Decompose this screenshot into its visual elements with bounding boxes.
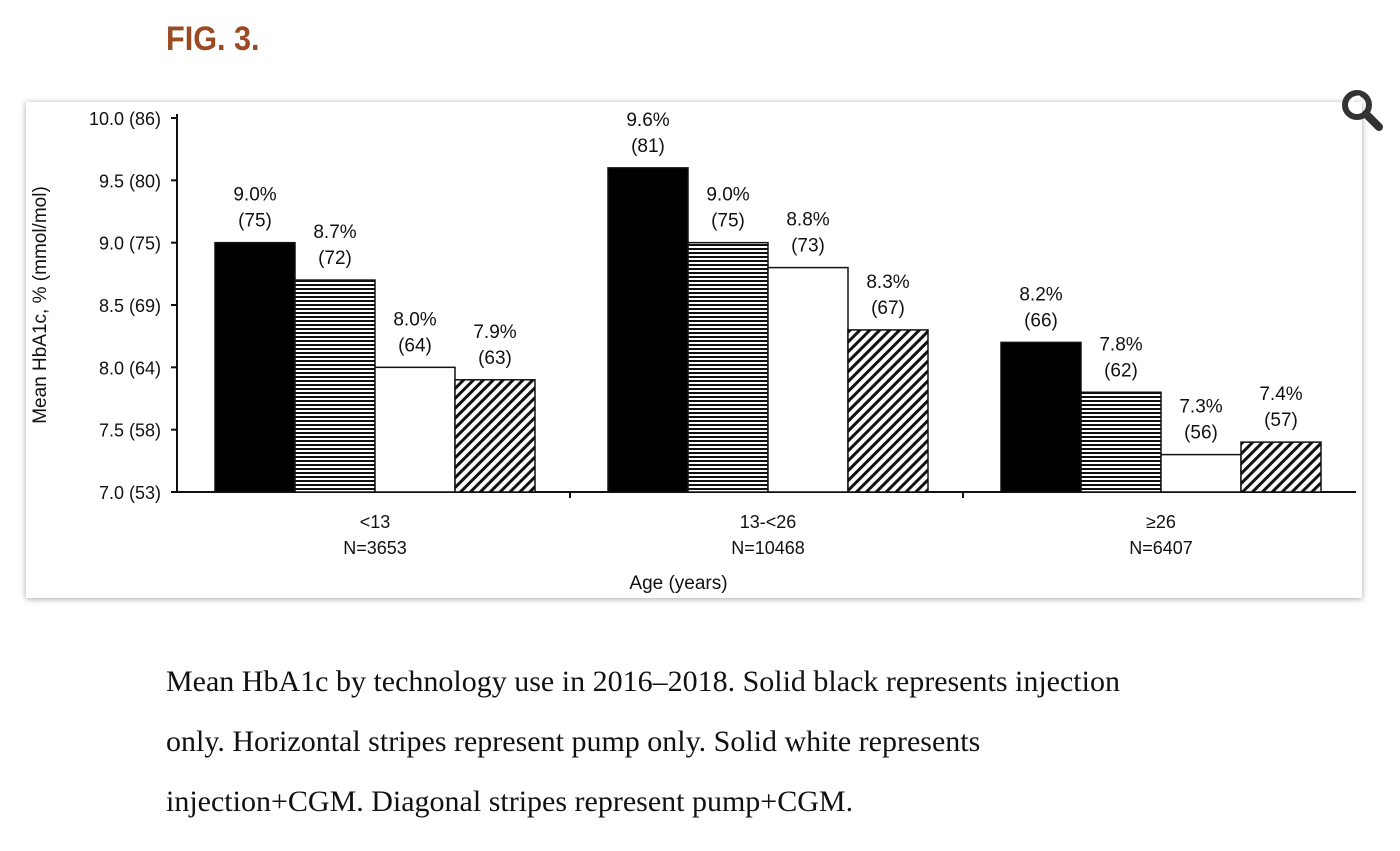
y-tick-label: 7.5 (58) — [99, 421, 161, 441]
data-label-percent: 8.7% — [313, 222, 356, 243]
x-tick-label-n: N=10468 — [731, 538, 805, 558]
bar — [1080, 391, 1162, 493]
figure-caption: Mean HbA1c by technology use in 2016–201… — [166, 665, 1120, 818]
y-tick-label: 7.0 (53) — [99, 483, 161, 503]
bar — [1160, 453, 1242, 493]
x-tick-label-n: N=6407 — [1129, 538, 1193, 558]
data-label-mmol: (66) — [1024, 310, 1058, 331]
data-label-percent: 9.6% — [626, 110, 669, 131]
bar — [214, 241, 296, 493]
data-label-percent: 8.0% — [393, 309, 436, 330]
data-label-mmol: (75) — [711, 211, 745, 232]
data-label-percent: 9.0% — [706, 185, 749, 206]
x-axis-label: Age (years) — [629, 573, 727, 594]
y-tick-label: 9.0 (75) — [99, 234, 161, 254]
data-label-percent: 7.4% — [1259, 384, 1302, 405]
data-label-mmol: (72) — [318, 248, 352, 269]
data-label-percent: 7.9% — [473, 322, 516, 343]
data-label-mmol: (62) — [1104, 360, 1138, 381]
data-label-mmol: (57) — [1264, 410, 1298, 431]
magnifier-icon[interactable] — [1338, 86, 1386, 134]
data-label-percent: 7.8% — [1099, 334, 1142, 355]
data-label-percent: 8.2% — [1019, 284, 1062, 305]
data-label-mmol: (63) — [478, 348, 512, 369]
y-tick-label: 8.0 (64) — [99, 358, 161, 378]
data-label-mmol: (56) — [1184, 423, 1218, 444]
y-tick-label: 10.0 (86) — [89, 109, 161, 129]
data-label-percent: 8.8% — [786, 210, 829, 231]
y-axis-label: Mean HbA1c, % (mmol/mol) — [30, 186, 51, 424]
data-label-percent: 8.3% — [866, 272, 909, 293]
bar — [294, 279, 376, 493]
bar — [687, 241, 769, 493]
x-tick-label: ≥26 — [1146, 512, 1176, 532]
data-label-mmol: (67) — [871, 298, 905, 319]
data-label-percent: 9.0% — [233, 185, 276, 206]
bar — [1000, 341, 1082, 493]
figure-label: FIG. 3. — [166, 20, 260, 58]
x-tick-label: <13 — [360, 512, 391, 532]
bar — [374, 366, 456, 493]
bar — [454, 379, 536, 493]
y-tick-label: 8.5 (69) — [99, 296, 161, 316]
data-label-mmol: (75) — [238, 211, 272, 232]
bar — [847, 329, 929, 493]
bar — [1240, 441, 1322, 493]
x-tick-label-n: N=3653 — [343, 538, 407, 558]
bar — [607, 167, 689, 493]
data-label-percent: 7.3% — [1179, 397, 1222, 418]
bar-chart: 7.0 (53) 7.5 (58) 8.0 (64) 8.5 (69) 9.0 (75)… — [30, 109, 1356, 594]
data-label-mmol: (73) — [791, 236, 825, 257]
x-tick-label: 13-<26 — [740, 512, 797, 532]
data-label-mmol: (64) — [398, 335, 432, 356]
bar — [767, 266, 849, 493]
y-tick-label: 9.5 (80) — [99, 171, 161, 191]
data-label-mmol: (81) — [631, 136, 665, 157]
